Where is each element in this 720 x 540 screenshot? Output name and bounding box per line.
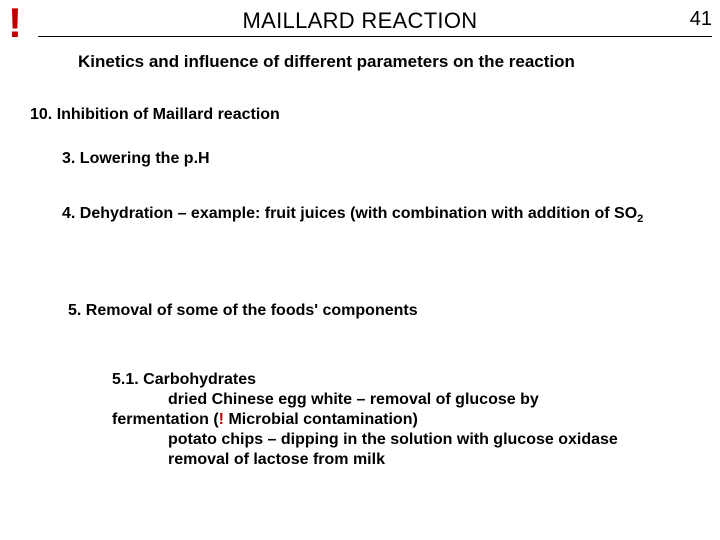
slide-title: MAILLARD REACTION: [0, 8, 720, 34]
point-5-1: 5.1. Carbohydrates dried Chinese egg whi…: [112, 370, 672, 470]
section-heading-10: 10. Inhibition of Maillard reaction: [30, 106, 280, 124]
point-5: 5. Removal of some of the foods' compone…: [68, 302, 418, 320]
page-number: 41: [690, 8, 712, 31]
slide-subheading: Kinetics and influence of different para…: [78, 52, 575, 72]
point-4-subscript: 2: [637, 213, 643, 225]
point-3: 3. Lowering the p.H: [62, 150, 210, 168]
title-rule: [38, 36, 712, 37]
point-4-text-a: 4. Dehydration – example: fruit juices (…: [62, 205, 637, 222]
point-5-1-line2a: fermentation (: [112, 411, 219, 428]
point-5-1-line3: potato chips – dipping in the solution w…: [112, 430, 672, 450]
point-4: 4. Dehydration – example: fruit juices (…: [62, 204, 682, 227]
point-5-1-line2b: Microbial contamination): [224, 411, 418, 428]
point-5-1-line4: removal of lactose from milk: [112, 450, 672, 470]
slide: ! MAILLARD REACTION 41 Kinetics and infl…: [0, 0, 720, 540]
point-5-1-line2: fermentation (! Microbial contamination): [112, 410, 672, 430]
point-5-1-head: 5.1. Carbohydrates: [112, 370, 672, 390]
point-5-1-line1: dried Chinese egg white – removal of glu…: [112, 390, 672, 410]
